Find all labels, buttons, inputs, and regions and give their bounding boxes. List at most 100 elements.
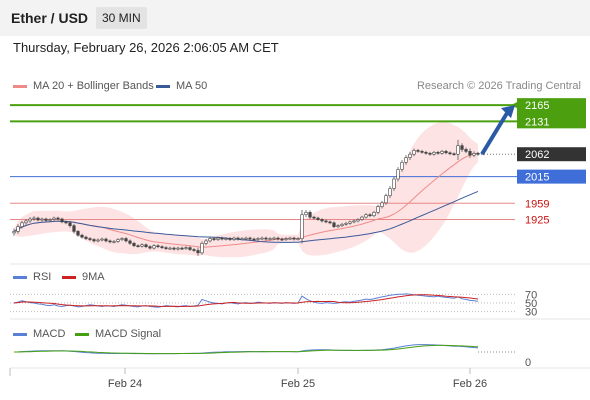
legend-rsi: RSI (13, 271, 51, 283)
candle-body (32, 217, 36, 220)
macd-swatch (13, 332, 27, 336)
candle-body (288, 237, 292, 240)
macd-signal-swatch (75, 332, 89, 336)
candle-body (324, 220, 328, 223)
candle-body (96, 239, 100, 242)
legend-ma50-label: MA 50 (176, 80, 208, 92)
candle-body (316, 217, 320, 220)
candle-body (36, 217, 40, 221)
candle-body (116, 239, 120, 242)
legend-ma20: MA 20 + Bollinger Bands (13, 80, 154, 92)
header-bar: Ether / USD 30 MIN (0, 0, 590, 36)
candle-body (384, 195, 388, 204)
candle-body (412, 150, 416, 155)
candle-body (152, 245, 156, 249)
price-levels: 2062 2015 1959 1925 2165 2131 (10, 98, 586, 227)
resistance-tag (517, 98, 586, 129)
candle-body (172, 247, 176, 250)
symbol-title: Ether / USD (11, 10, 89, 26)
candle-body (396, 169, 400, 180)
candle-body (228, 238, 232, 240)
candle-body (84, 236, 88, 239)
candle-body (40, 218, 44, 221)
rsi-tick-70: 70 (525, 289, 537, 301)
candle-body (320, 219, 324, 222)
level-2062-tag (517, 147, 586, 162)
candle-body (380, 202, 384, 207)
candle-body (240, 238, 244, 240)
candle-body (452, 153, 456, 156)
candle-body (48, 219, 52, 221)
candle-body (456, 145, 460, 155)
candle-body (312, 216, 316, 219)
candle-body (404, 157, 408, 163)
candle-body (72, 225, 76, 232)
candle-body (28, 218, 32, 222)
candle-body (248, 237, 252, 240)
candle-body (124, 238, 128, 242)
candle-body (76, 231, 80, 236)
candle-body (232, 237, 236, 240)
candle-body (56, 217, 60, 220)
candle-body (432, 152, 436, 155)
macd-panel: 0 (13, 344, 531, 369)
candle-body (308, 212, 312, 218)
bollinger-bands (14, 121, 478, 258)
candle-body (408, 153, 412, 158)
level-2062-label: 2062 (525, 149, 549, 161)
timeframe-button[interactable]: 30 MIN (96, 7, 147, 29)
candle-body (352, 220, 356, 223)
candle-body (448, 152, 452, 155)
panel-separators (9, 263, 590, 376)
candles (12, 139, 480, 256)
candle-body (160, 246, 164, 248)
candle-body (12, 231, 16, 234)
candle-body (20, 222, 24, 227)
candle-body (256, 238, 260, 240)
candle-body (184, 247, 188, 249)
candle-body (148, 246, 152, 249)
candle-body (444, 151, 448, 154)
x-tick-label: Feb 24 (108, 378, 142, 390)
candle-body (244, 237, 248, 240)
candle-body (336, 225, 340, 227)
candle-body (376, 206, 380, 213)
rsi-ma-line (13, 294, 479, 308)
candle-body (428, 152, 432, 155)
candle-body (272, 237, 276, 240)
candle-body (340, 223, 344, 226)
candle-body (64, 221, 68, 224)
candle-body (92, 239, 96, 242)
candle-body (476, 152, 480, 155)
level-1959-label: 1959 (525, 198, 549, 210)
candle-body (120, 238, 124, 240)
datetime-label: Thursday, February 26, 2026 2:06:05 AM C… (13, 40, 279, 55)
candle-body (284, 238, 288, 240)
candle-body (300, 214, 304, 239)
legend-rsi-label: RSI (33, 271, 52, 283)
legend-macd-signal: MACD Signal (75, 328, 161, 340)
candle-body (468, 151, 472, 156)
candle-body (424, 152, 428, 154)
candle-body (364, 214, 368, 218)
legend-rsi-ma: 9MA (62, 271, 105, 283)
candle-body (104, 238, 108, 242)
candle-body (60, 218, 64, 223)
candle-body (144, 244, 148, 247)
candle-body (68, 222, 72, 226)
candle-body (52, 217, 56, 220)
candle-body (360, 216, 364, 220)
level-2015-tag (517, 169, 586, 184)
candle-body (136, 245, 140, 248)
candle-body (236, 237, 240, 240)
rsi-swatch (13, 275, 27, 279)
candle-body (80, 234, 84, 238)
legend-rsi-ma-label: 9MA (82, 271, 105, 283)
x-tick-label: Feb 26 (453, 378, 487, 390)
candle-body (180, 247, 184, 250)
candle-body (140, 244, 144, 247)
ma50-swatch (156, 84, 170, 88)
candle-body (292, 237, 296, 240)
candle-body (420, 151, 424, 153)
